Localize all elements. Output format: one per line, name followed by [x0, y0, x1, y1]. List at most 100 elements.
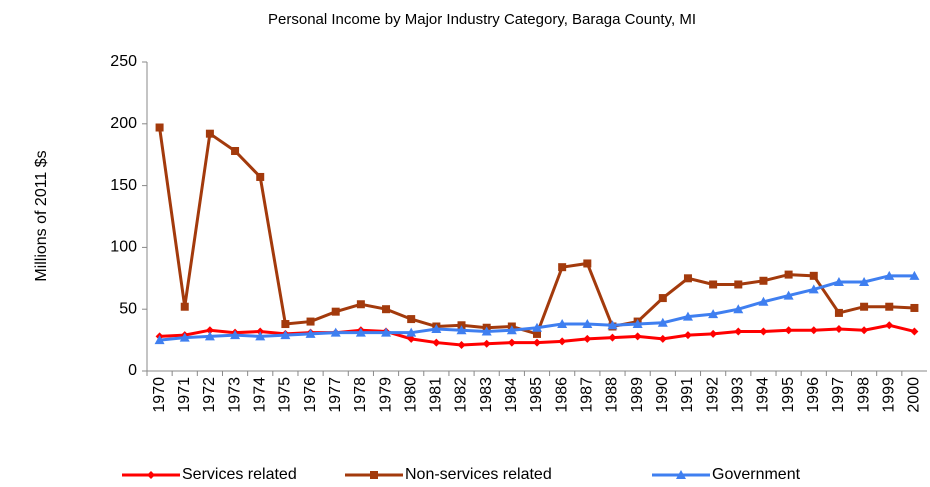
marker: [533, 329, 541, 338]
x-tick-label: 1986: [553, 377, 570, 413]
x-tick-label: 1977: [327, 377, 344, 413]
marker: [370, 471, 378, 479]
marker: [834, 308, 843, 317]
marker: [884, 270, 895, 280]
x-tick-label: 1985: [528, 377, 545, 413]
x-tick-label: 1982: [453, 377, 470, 413]
y-tick-label: 100: [110, 239, 137, 256]
x-tick-label: 1992: [704, 377, 721, 413]
marker: [885, 302, 894, 311]
y-tick-label: 0: [128, 362, 137, 379]
x-tick-label: 1993: [730, 377, 747, 413]
marker: [231, 146, 240, 155]
x-tick-label: 1979: [377, 377, 394, 413]
marker: [759, 327, 768, 336]
marker: [482, 339, 491, 348]
marker: [632, 319, 643, 329]
x-tick-label: 1999: [880, 377, 897, 413]
marker: [147, 471, 155, 479]
x-tick-label: 1991: [679, 377, 696, 413]
marker: [658, 294, 667, 303]
marker: [407, 315, 416, 324]
x-tick-label: 1997: [830, 377, 847, 413]
marker: [431, 323, 442, 333]
marker: [834, 324, 843, 333]
marker: [709, 329, 718, 338]
marker: [356, 300, 365, 309]
x-tick-label: 1974: [251, 377, 268, 413]
marker: [557, 319, 568, 329]
marker: [205, 326, 214, 335]
marker: [230, 330, 241, 340]
x-tick-label: 1987: [579, 377, 596, 413]
marker: [382, 305, 391, 314]
marker: [583, 259, 592, 268]
marker: [205, 129, 214, 138]
x-tick-label: 1975: [277, 377, 294, 413]
marker: [330, 327, 341, 337]
marker: [204, 331, 215, 341]
marker: [708, 309, 719, 319]
marker: [582, 319, 593, 329]
marker: [381, 327, 392, 337]
marker: [682, 311, 693, 321]
marker: [608, 333, 617, 342]
x-tick-label: 1984: [503, 377, 520, 413]
marker: [808, 284, 819, 294]
marker: [456, 325, 467, 335]
marker: [860, 326, 869, 335]
x-tick-label: 1998: [855, 377, 872, 413]
marker: [833, 277, 844, 287]
marker: [533, 338, 541, 347]
marker: [407, 334, 416, 343]
x-tick-label: 1983: [478, 377, 495, 413]
marker: [809, 326, 818, 335]
marker: [784, 270, 793, 279]
x-tick-label: 2000: [906, 377, 923, 413]
marker: [910, 303, 919, 312]
legend-label: Services related: [182, 466, 297, 483]
marker: [155, 123, 164, 132]
marker: [676, 470, 686, 479]
x-tick-label: 1970: [151, 377, 168, 413]
marker: [657, 317, 668, 327]
marker: [532, 322, 542, 332]
x-tick-label: 1994: [755, 377, 772, 413]
x-tick-label: 1995: [780, 377, 797, 413]
x-tick-label: 1978: [352, 377, 369, 413]
x-tick-label: 1989: [629, 377, 646, 413]
marker: [255, 331, 266, 341]
x-tick-label: 1988: [604, 377, 621, 413]
x-tick-label: 1976: [302, 377, 319, 413]
x-tick-label: 1981: [428, 377, 445, 413]
marker: [507, 338, 516, 347]
marker: [179, 332, 190, 342]
y-tick-label: 200: [110, 115, 137, 132]
y-axis-label: Millions of 2011 $s: [33, 150, 50, 281]
marker: [633, 332, 642, 341]
marker: [355, 327, 366, 337]
marker: [734, 327, 743, 336]
x-tick-label: 1972: [201, 377, 218, 413]
marker: [758, 296, 769, 306]
marker: [306, 317, 315, 326]
marker: [783, 290, 794, 300]
marker: [909, 270, 920, 280]
x-tick-label: 1990: [654, 377, 671, 413]
marker: [558, 337, 567, 346]
x-tick-label: 1996: [805, 377, 822, 413]
marker: [558, 263, 567, 272]
marker: [281, 320, 290, 329]
marker: [607, 320, 618, 330]
marker: [506, 325, 517, 335]
legend-label: Government: [712, 466, 801, 483]
y-tick-label: 50: [119, 300, 137, 317]
marker: [860, 302, 869, 311]
x-tick-label: 1973: [226, 377, 243, 413]
marker: [432, 338, 441, 347]
marker: [406, 327, 417, 337]
legend-label: Non-services related: [405, 466, 552, 483]
marker: [734, 280, 743, 289]
marker: [154, 335, 165, 345]
marker: [481, 326, 492, 336]
